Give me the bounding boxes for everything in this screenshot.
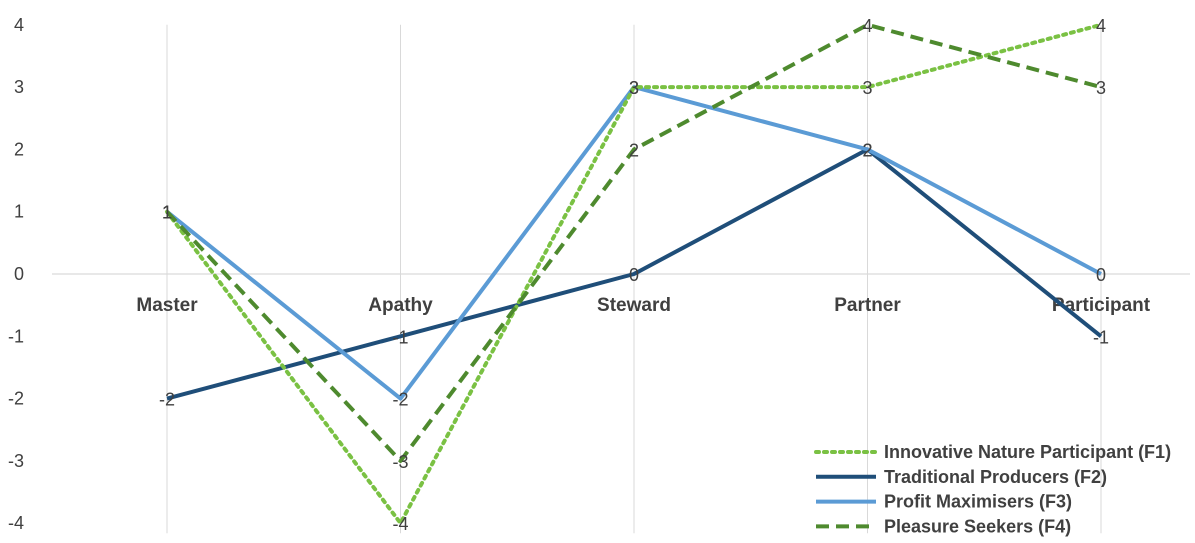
legend-label-f2: Traditional Producers (F2) (884, 467, 1107, 487)
x-category-label: Apathy (368, 295, 433, 316)
x-category-label: Participant (1052, 295, 1151, 316)
data-label: 4 (1096, 16, 1106, 36)
y-tick-label: 3 (14, 77, 24, 97)
data-label: 2 (862, 140, 872, 160)
data-label: -3 (392, 452, 408, 472)
data-label: 3 (629, 78, 639, 98)
data-label: 1 (162, 203, 172, 223)
legend-label-f3: Profit Maximisers (F3) (884, 492, 1072, 512)
data-label: 3 (862, 78, 872, 98)
data-label: -1 (392, 327, 408, 347)
y-tick-label: -1 (8, 326, 24, 346)
x-category-label: Partner (834, 295, 901, 316)
y-tick-label: -3 (8, 451, 24, 471)
y-tick-label: 2 (14, 139, 24, 159)
y-tick-label: 4 (14, 15, 24, 35)
series-line-f1 (165, 22, 1103, 526)
legend-label-f1: Innovative Nature Participant (F1) (884, 442, 1171, 462)
y-tick-label: 0 (14, 264, 24, 284)
data-label: 1 (162, 203, 172, 223)
data-label: 2 (862, 140, 872, 160)
data-label: -4 (392, 514, 408, 534)
data-label: 4 (862, 16, 872, 36)
data-label: -2 (392, 390, 408, 410)
data-label: -2 (159, 390, 175, 410)
data-label: 3 (629, 78, 639, 98)
legend-label-f4: Pleasure Seekers (F4) (884, 516, 1071, 536)
data-label: 0 (629, 265, 639, 285)
x-category-label: Master (136, 295, 198, 316)
x-category-label: Steward (597, 295, 671, 316)
data-label: 1 (162, 203, 172, 223)
data-label: 2 (629, 140, 639, 160)
series-line-f2 (166, 147, 1103, 401)
series-line-f4 (165, 22, 1102, 463)
y-tick-label: 1 (14, 202, 24, 222)
y-tick-label: -4 (8, 513, 24, 533)
data-label: 3 (1096, 78, 1106, 98)
data-label: -1 (1093, 327, 1109, 347)
y-tick-label: -2 (8, 389, 24, 409)
data-label: 0 (1096, 265, 1106, 285)
